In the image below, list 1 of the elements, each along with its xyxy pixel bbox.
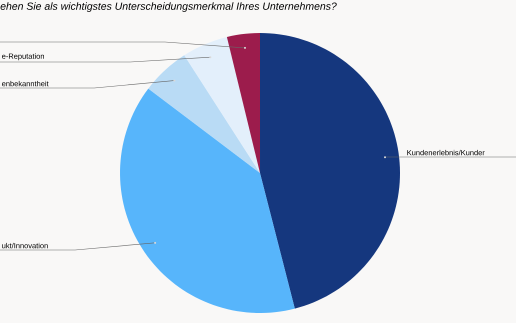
chart-title: ehen Sie als wichtigstes Unterscheidungsmerkmal Ihres Unternehmens?	[0, 2, 337, 12]
